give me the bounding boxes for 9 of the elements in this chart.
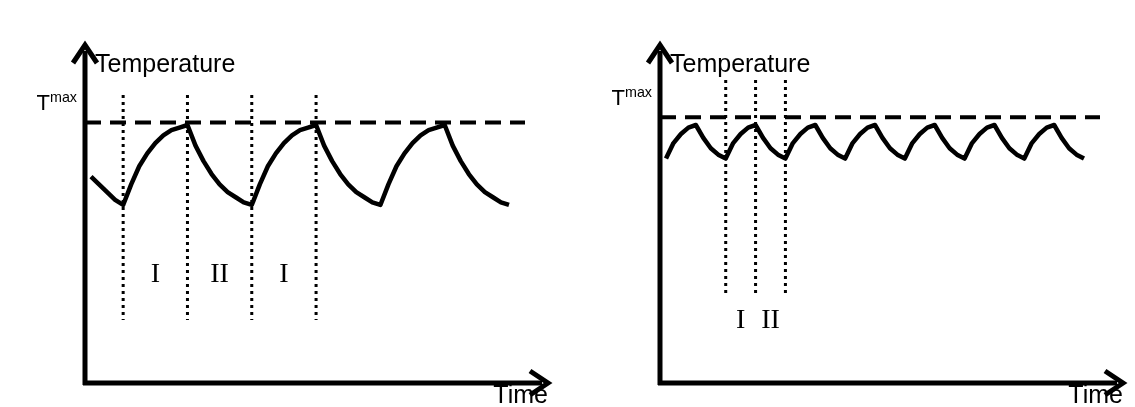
annotation: I [150, 257, 160, 288]
legend-label: T$^{max}$ [611, 84, 652, 111]
annotation: I [279, 257, 289, 288]
annotation: I [735, 303, 746, 334]
annotation: II [210, 257, 229, 288]
y-axis-title: Temperature [670, 49, 811, 77]
y-axis-title: Temperature [95, 49, 236, 77]
ref-line-label: T$^{max}$ [36, 89, 77, 116]
annotation: II [761, 303, 780, 334]
